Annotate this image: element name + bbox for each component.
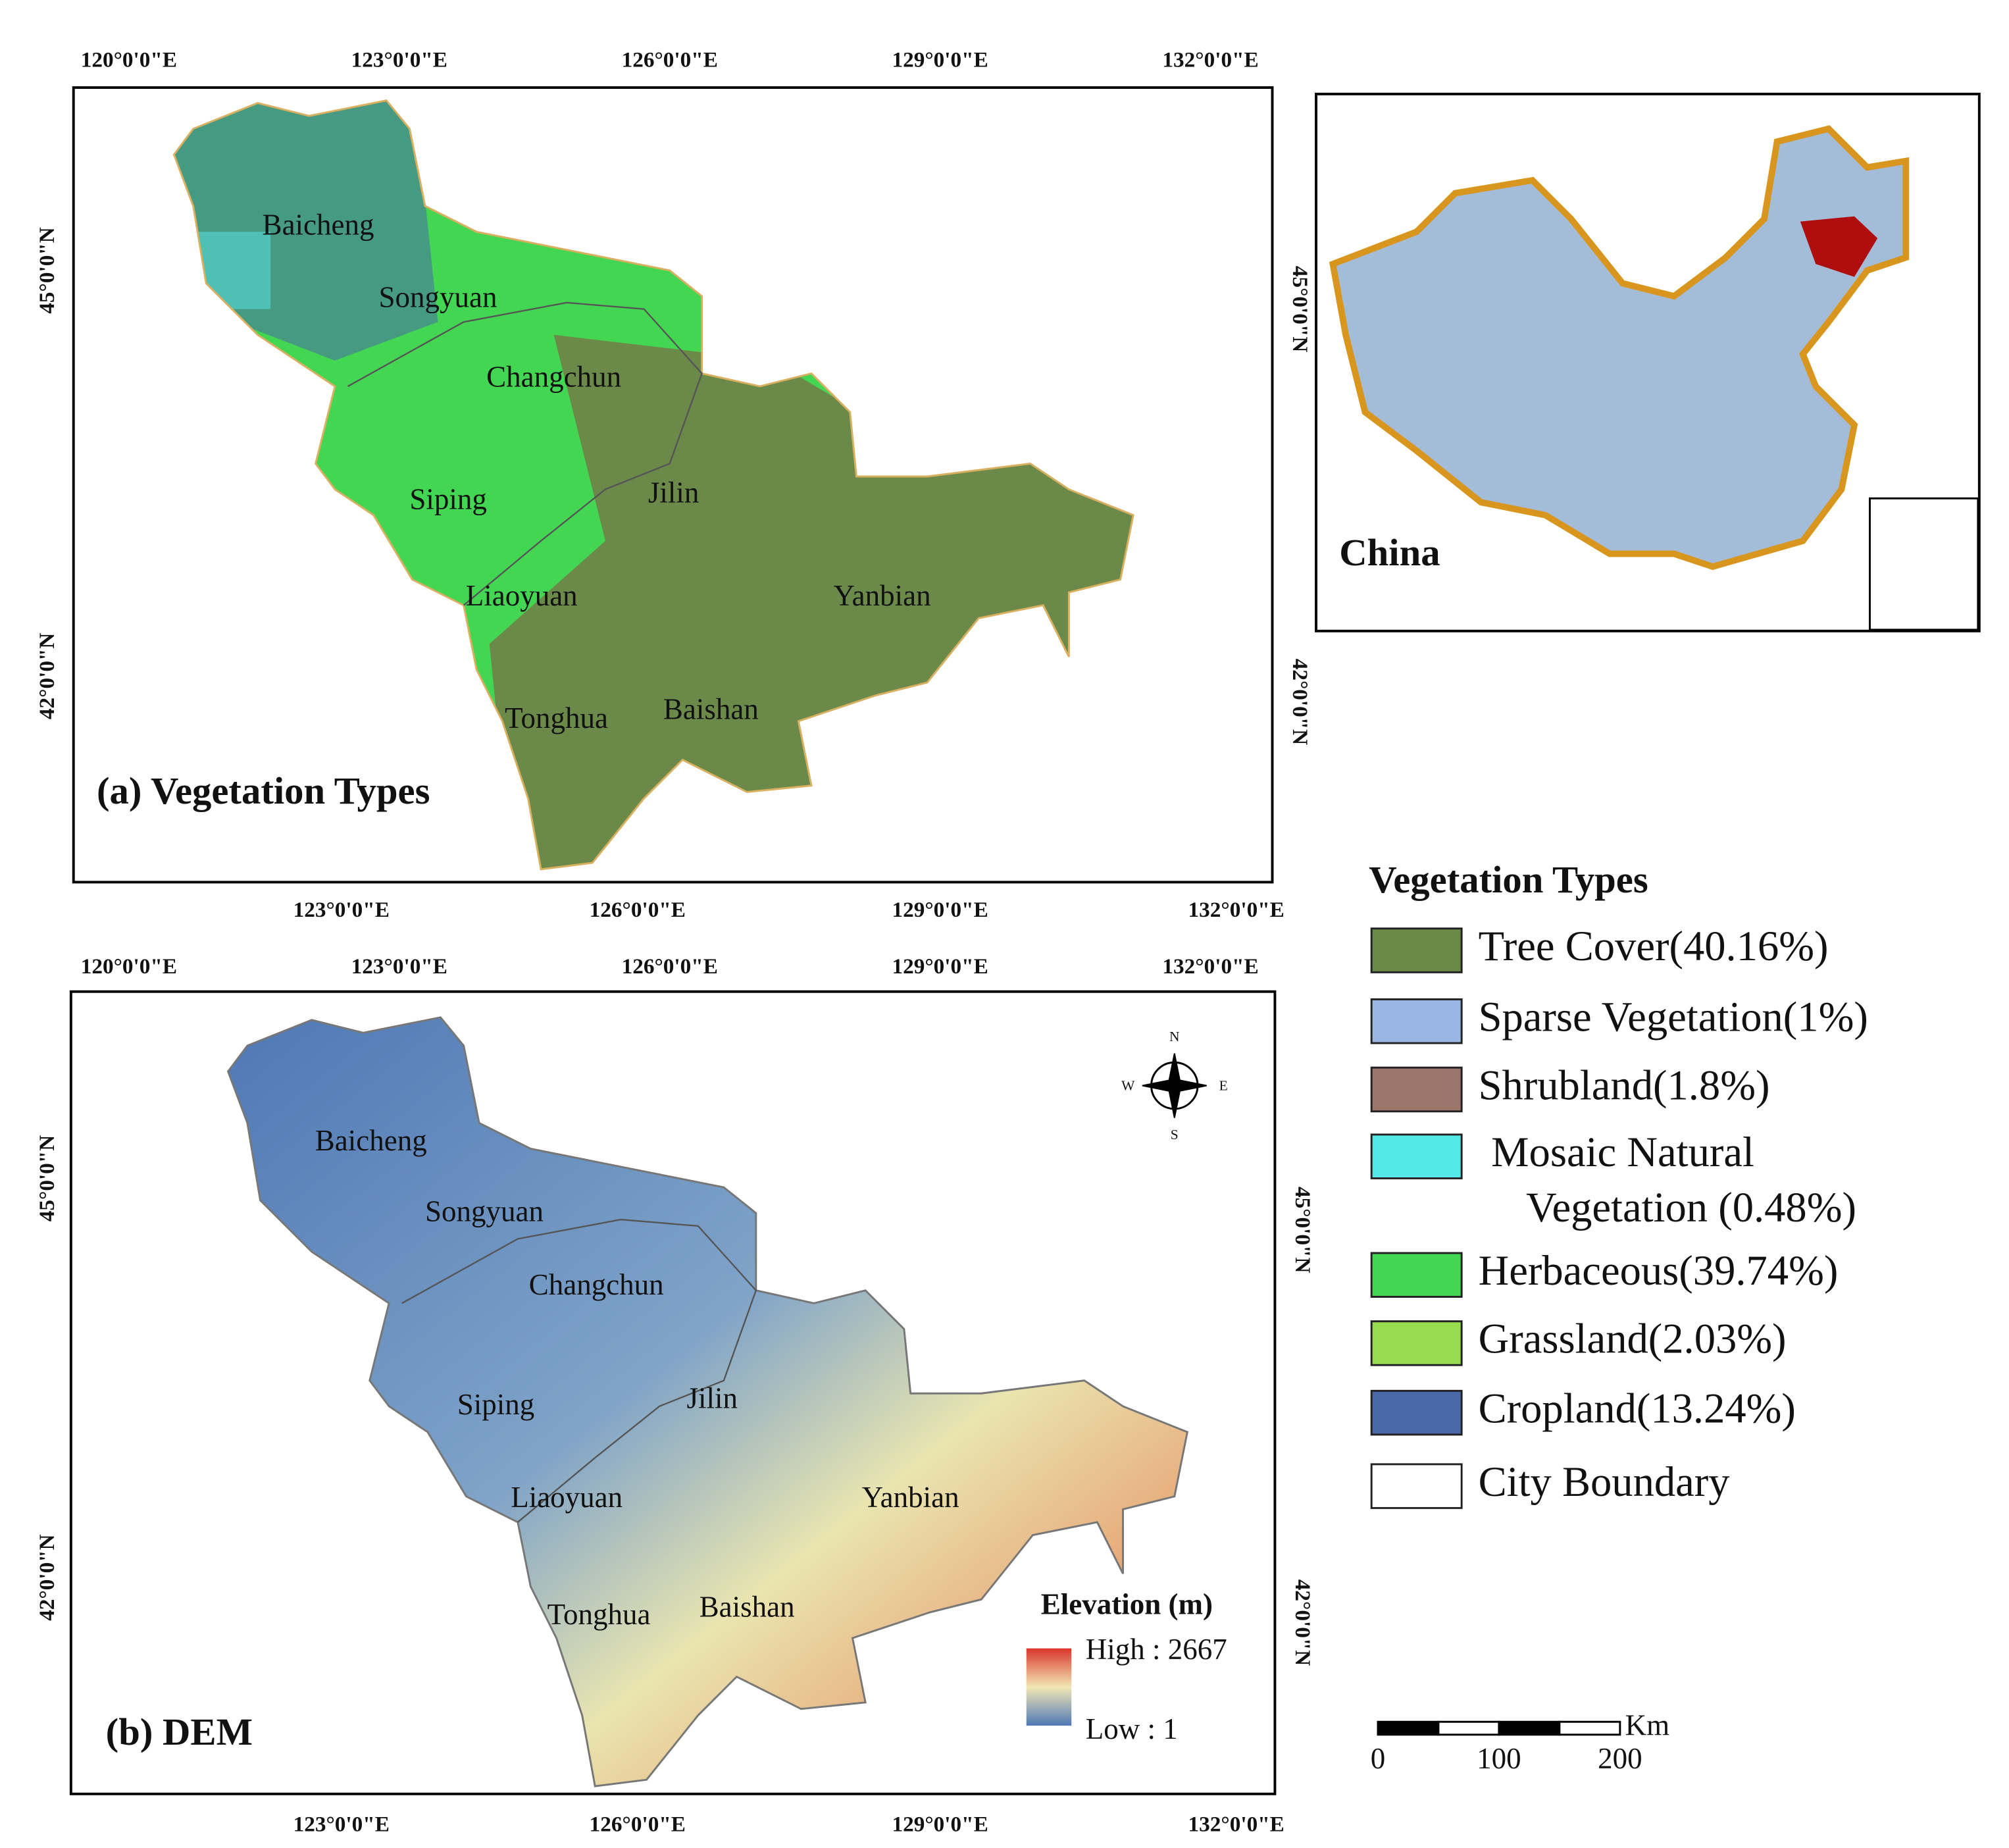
elevation-title: Elevation (m) bbox=[1041, 1587, 1213, 1620]
scale-bar bbox=[1377, 1720, 1621, 1736]
legend-label: City Boundary bbox=[1479, 1458, 1731, 1505]
legend-label: Vegetation (0.48%) bbox=[1526, 1183, 1856, 1231]
city-label: Baicheng bbox=[263, 209, 374, 242]
compass-letter: W bbox=[1121, 1077, 1135, 1093]
south-sea-inset bbox=[1868, 497, 1979, 631]
panel-title: (a) Vegetation Types bbox=[97, 769, 430, 812]
legend-label: Mosaic Natural bbox=[1491, 1128, 1754, 1175]
x-tick-label: 132°0'0"E bbox=[1188, 898, 1284, 922]
city-label: Tonghua bbox=[505, 702, 608, 734]
y-tick-label: 42°0'0"N bbox=[1290, 1579, 1315, 1666]
legend-swatch bbox=[1370, 927, 1463, 973]
panel-title: (b) DEM bbox=[106, 1710, 253, 1753]
legend-label: Shrubland(1.8%) bbox=[1479, 1061, 1770, 1108]
legend-label: Herbaceous(39.74%) bbox=[1479, 1246, 1839, 1294]
inset-label: China bbox=[1339, 531, 1440, 574]
x-tick-label: 129°0'0"E bbox=[892, 48, 988, 72]
city-label: Tonghua bbox=[547, 1598, 651, 1631]
x-tick-label: 132°0'0"E bbox=[1188, 1812, 1284, 1836]
elevation-ramp bbox=[1026, 1648, 1072, 1726]
x-tick-label: 126°0'0"E bbox=[590, 898, 686, 922]
y-tick-label: 42°0'0"N bbox=[1288, 659, 1312, 746]
city-label: Baicheng bbox=[315, 1124, 427, 1157]
legend-swatch bbox=[1370, 998, 1463, 1044]
x-tick-label: 123°0'0"E bbox=[351, 48, 447, 72]
city-label: Changchun bbox=[486, 361, 621, 394]
city-label: Songyuan bbox=[425, 1195, 544, 1228]
city-label: Jilin bbox=[648, 476, 699, 509]
scale-label: 100 bbox=[1477, 1742, 1521, 1775]
city-boundaries-b bbox=[401, 1218, 757, 1523]
city-label: Baishan bbox=[699, 1590, 795, 1623]
y-tick-label: 45°0'0"N bbox=[35, 1135, 59, 1222]
legend-swatch bbox=[1370, 1252, 1463, 1298]
x-tick-label: 120°0'0"E bbox=[81, 954, 177, 979]
elevation-low: Low : 1 bbox=[1086, 1712, 1178, 1745]
y-tick-label: 45°0'0"N bbox=[1288, 266, 1312, 353]
x-tick-label: 126°0'0"E bbox=[622, 954, 718, 979]
x-tick-label: 129°0'0"E bbox=[892, 954, 988, 979]
x-tick-label: 129°0'0"E bbox=[892, 1812, 988, 1836]
china-map bbox=[1329, 125, 1910, 571]
compass-letter: N bbox=[1169, 1029, 1180, 1044]
city-label: Liaoyuan bbox=[466, 579, 578, 612]
city-label: Yanbian bbox=[834, 579, 931, 612]
city-label: Yanbian bbox=[862, 1481, 959, 1514]
x-tick-label: 126°0'0"E bbox=[590, 1812, 686, 1836]
legend-swatch bbox=[1370, 1320, 1463, 1366]
legend-swatch bbox=[1370, 1066, 1463, 1113]
city-label: Baishan bbox=[663, 692, 759, 725]
city-label: Siping bbox=[409, 482, 487, 515]
legend-swatch bbox=[1370, 1463, 1463, 1509]
scale-label: 0 bbox=[1371, 1742, 1386, 1775]
scale-unit: Km bbox=[1625, 1708, 1670, 1741]
legend-label: Grassland(2.03%) bbox=[1479, 1315, 1787, 1362]
legend-title: Vegetation Types bbox=[1369, 858, 1648, 901]
city-boundaries bbox=[347, 301, 703, 606]
city-label: Jilin bbox=[687, 1381, 738, 1414]
y-tick-label: 45°0'0"N bbox=[1290, 1187, 1315, 1273]
jilin-highlight bbox=[1800, 216, 1878, 277]
legend-swatch bbox=[1370, 1133, 1463, 1179]
compass bbox=[1142, 1053, 1207, 1118]
x-tick-label: 123°0'0"E bbox=[293, 1812, 390, 1836]
y-tick-label: 42°0'0"N bbox=[35, 1534, 59, 1621]
x-tick-label: 132°0'0"E bbox=[1162, 48, 1258, 72]
elevation-high: High : 2667 bbox=[1086, 1633, 1227, 1666]
x-tick-label: 123°0'0"E bbox=[293, 898, 390, 922]
x-tick-label: 129°0'0"E bbox=[892, 898, 988, 922]
x-tick-label: 120°0'0"E bbox=[81, 48, 177, 72]
city-label: Siping bbox=[457, 1388, 535, 1421]
x-tick-label: 126°0'0"E bbox=[622, 48, 718, 72]
x-tick-label: 123°0'0"E bbox=[351, 954, 447, 979]
city-label: Liaoyuan bbox=[511, 1481, 623, 1514]
y-tick-label: 42°0'0"N bbox=[35, 633, 59, 720]
y-tick-label: 45°0'0"N bbox=[35, 227, 59, 314]
legend-label: Sparse Vegetation(1%) bbox=[1479, 993, 1868, 1040]
compass-letter: S bbox=[1171, 1127, 1179, 1142]
legend-swatch bbox=[1370, 1389, 1463, 1436]
city-label: Songyuan bbox=[379, 280, 497, 313]
legend-label: Tree Cover(40.16%) bbox=[1479, 922, 1829, 969]
legend-label: Cropland(13.24%) bbox=[1479, 1384, 1796, 1431]
compass-letter: E bbox=[1219, 1077, 1228, 1093]
city-label: Changchun bbox=[529, 1268, 664, 1301]
x-tick-label: 132°0'0"E bbox=[1162, 954, 1258, 979]
scale-label: 200 bbox=[1598, 1742, 1642, 1775]
